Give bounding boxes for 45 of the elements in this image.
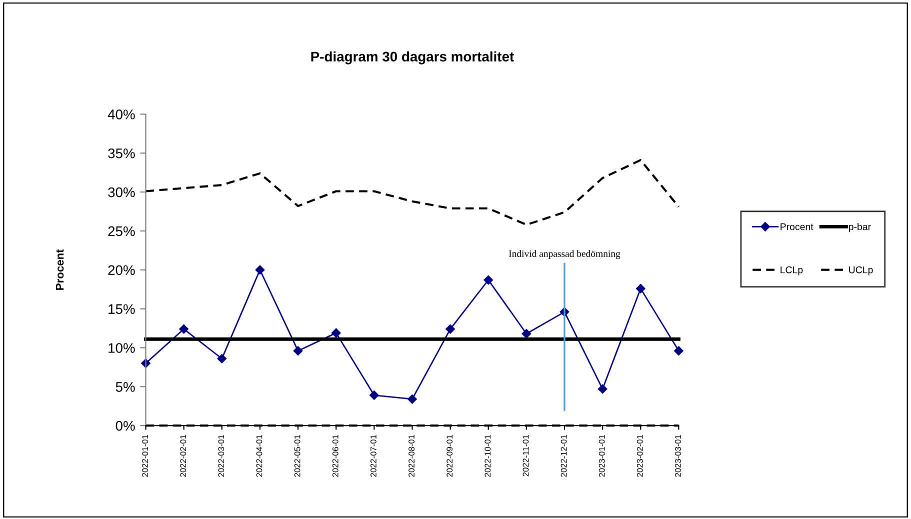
legend-label: Procent bbox=[780, 223, 814, 230]
x-tick-label: 2022-03-01 bbox=[218, 435, 224, 477]
x-tick-label: 2023-03-01 bbox=[675, 435, 681, 477]
point bbox=[598, 384, 608, 394]
x-tick-label: 2023-01-01 bbox=[598, 435, 605, 477]
legend-label: LCLp bbox=[780, 266, 803, 276]
point bbox=[636, 284, 646, 294]
legend-label: UCLp bbox=[849, 266, 873, 276]
x-tick-label: 2022-09-01 bbox=[446, 435, 453, 477]
ref-line-label: Individ anpassad bedömning bbox=[508, 250, 620, 259]
y-tick-label: 35% bbox=[108, 148, 135, 158]
x-tick-label: 2022-06-01 bbox=[332, 435, 338, 477]
legend-label: p-bar bbox=[848, 223, 871, 232]
point bbox=[370, 390, 379, 400]
x-tick-label: 2022-12-01 bbox=[560, 435, 567, 477]
x-tick-label: 2022-08-01 bbox=[408, 435, 414, 477]
x-tick-label: 2022-02-01 bbox=[180, 435, 186, 477]
point bbox=[484, 275, 493, 285]
point bbox=[522, 329, 532, 338]
point bbox=[179, 324, 188, 334]
x-tick-label: 2022-10-01 bbox=[484, 435, 491, 477]
x-tick-label: 2022-05-01 bbox=[294, 435, 300, 477]
x-tick-label: 2022-04-01 bbox=[256, 435, 262, 477]
x-tick-label: 2022-01-01 bbox=[142, 435, 148, 477]
y-tick-label: 5% bbox=[116, 382, 135, 392]
point bbox=[674, 346, 684, 356]
y-tick-label: 20% bbox=[108, 265, 135, 276]
y-tick-label: 10% bbox=[108, 343, 135, 353]
chart-title: P-diagram 30 dagars mortalitet bbox=[311, 51, 514, 64]
y-tick-label: 40% bbox=[108, 110, 135, 120]
point bbox=[293, 346, 303, 356]
point bbox=[446, 324, 455, 334]
y-tick-label: 0% bbox=[116, 420, 135, 431]
point bbox=[217, 354, 227, 364]
point bbox=[331, 328, 341, 338]
y-tick-label: 15% bbox=[108, 304, 135, 314]
point bbox=[255, 265, 265, 275]
y-tick-label: 25% bbox=[108, 226, 135, 236]
x-tick-label: 2022-07-01 bbox=[370, 435, 376, 477]
x-tick-label: 2023-02-01 bbox=[636, 435, 643, 477]
x-tick-label: 2022-11-01 bbox=[522, 435, 529, 476]
y-tick-label: 30% bbox=[108, 187, 135, 198]
point bbox=[408, 394, 417, 404]
y-axis-title: Procent bbox=[56, 249, 64, 290]
line-series bbox=[144, 159, 680, 226]
